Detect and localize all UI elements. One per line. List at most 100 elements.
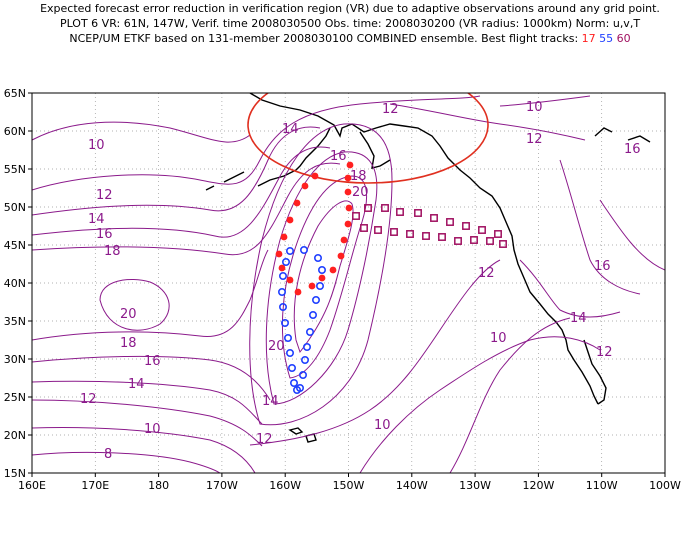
contour-16-core	[265, 151, 378, 405]
latitude-labels: 65N 60N 55N 50N 45N 40N 35N 30N 25N 20N 15N	[4, 87, 32, 480]
lon-tick-label: 140W	[396, 479, 428, 492]
track-60-point	[406, 230, 414, 238]
contour-14-west	[32, 126, 321, 216]
flight-track-17-label: 17	[581, 32, 596, 45]
contour-label: 14	[570, 311, 587, 326]
contour-label: 12	[256, 432, 273, 447]
track-55-point	[300, 355, 309, 364]
track-55-point	[295, 383, 304, 392]
track-60-point	[396, 208, 404, 216]
lat-tick-label: 50N	[4, 201, 26, 214]
contour-label: 20	[120, 307, 137, 322]
track-17-point	[308, 282, 316, 290]
longitude-labels: 160E 170E 180 170W 160W 150W 140W 130W 120W 110W 1…	[18, 473, 681, 492]
contour-16-east	[559, 159, 641, 295]
contour-label: 12	[96, 188, 113, 203]
contour-label: 12	[80, 392, 97, 407]
title-line-1: Expected forecast error reduction in ver…	[40, 2, 660, 15]
contour-label: 16	[96, 227, 113, 242]
track-17-point	[346, 161, 354, 169]
contour-label: 12	[382, 102, 399, 117]
track-17-point	[344, 174, 352, 182]
contour-label: 16	[144, 354, 161, 369]
track-60-point	[499, 240, 507, 248]
title-line-3: NCEP/UM ETKF based on 131-member 2008030…	[0, 32, 700, 45]
flight-track-60	[352, 204, 507, 248]
track-55-point	[285, 247, 294, 256]
contour-16-south	[32, 355, 271, 401]
track-55-point	[305, 327, 314, 336]
lat-tick-label: 35N	[4, 315, 26, 328]
track-55-point	[287, 363, 296, 372]
flight-track-17	[275, 161, 354, 296]
lat-tick-label: 20N	[4, 429, 26, 442]
track-17-point	[286, 276, 294, 284]
track-17-point	[344, 188, 352, 196]
lon-tick-label: 130W	[459, 479, 491, 492]
contour-label: 12	[526, 132, 543, 147]
contour-label-group: 10 12 14 16 18 20 20 18 16 14 12 10 8 12…	[80, 100, 641, 462]
track-55-point	[289, 378, 298, 387]
contour-label: 10	[144, 422, 161, 437]
track-60-point	[494, 230, 502, 238]
coastline	[205, 93, 651, 443]
lon-tick-label: 180	[148, 479, 169, 492]
lon-tick-label: 100W	[649, 479, 681, 492]
contour-8-south	[32, 451, 221, 473]
track-17-point	[301, 182, 309, 190]
contour-10-nw	[32, 121, 251, 143]
track-17-point	[329, 266, 337, 274]
contour-label: 20	[268, 339, 285, 354]
lon-tick-label: 160E	[18, 479, 46, 492]
track-60-point	[454, 237, 462, 245]
flight-track-55-label: 55	[599, 32, 614, 45]
contour-12-east	[249, 259, 501, 446]
lat-lon-grid	[32, 93, 665, 473]
contour-label: 18	[104, 244, 121, 259]
track-60-point	[374, 226, 382, 234]
lon-tick-label: 120W	[522, 479, 554, 492]
track-55-point	[313, 254, 322, 263]
contour-14-outer	[249, 123, 393, 426]
contour-16-west	[32, 146, 331, 238]
contour-lines	[32, 95, 665, 473]
track-55-point	[277, 287, 286, 296]
track-60-point	[486, 237, 494, 245]
track-55-point	[285, 348, 294, 357]
contour-12-se	[359, 336, 601, 473]
track-60-point	[381, 204, 389, 212]
contour-label: 12	[596, 345, 613, 360]
lat-tick-label: 60N	[4, 125, 26, 138]
lon-tick-label: 160W	[269, 479, 301, 492]
lon-tick-label: 150W	[333, 479, 365, 492]
track-60-point	[352, 212, 360, 220]
contour-label: 14	[128, 377, 145, 392]
contour-label: 20	[352, 185, 369, 200]
track-60-point	[414, 209, 422, 217]
track-55-point	[311, 295, 320, 304]
contour-label: 18	[120, 336, 137, 351]
track-17-point	[278, 264, 286, 272]
track-55-point	[308, 310, 317, 319]
flight-track-55	[277, 246, 326, 394]
contour-14-south	[32, 380, 263, 425]
track-60-point	[446, 218, 454, 226]
contour-12-ne	[389, 103, 586, 141]
contour-label: 14	[88, 212, 105, 227]
lat-tick-label: 55N	[4, 163, 26, 176]
track-17-point	[275, 250, 283, 258]
track-60-point	[430, 214, 438, 222]
contour-label: 10	[526, 100, 543, 115]
contour-label: 14	[282, 122, 299, 137]
contour-label: 10	[374, 418, 391, 433]
lat-tick-label: 40N	[4, 277, 26, 290]
track-55-point	[278, 302, 287, 311]
contour-label: 18	[350, 169, 367, 184]
lon-tick-label: 110W	[586, 479, 618, 492]
track-17-point	[311, 172, 319, 180]
track-55-point	[283, 333, 292, 342]
contour-12-east-cut	[599, 199, 665, 271]
track-17-point	[318, 274, 326, 282]
track-55-point	[315, 281, 324, 290]
